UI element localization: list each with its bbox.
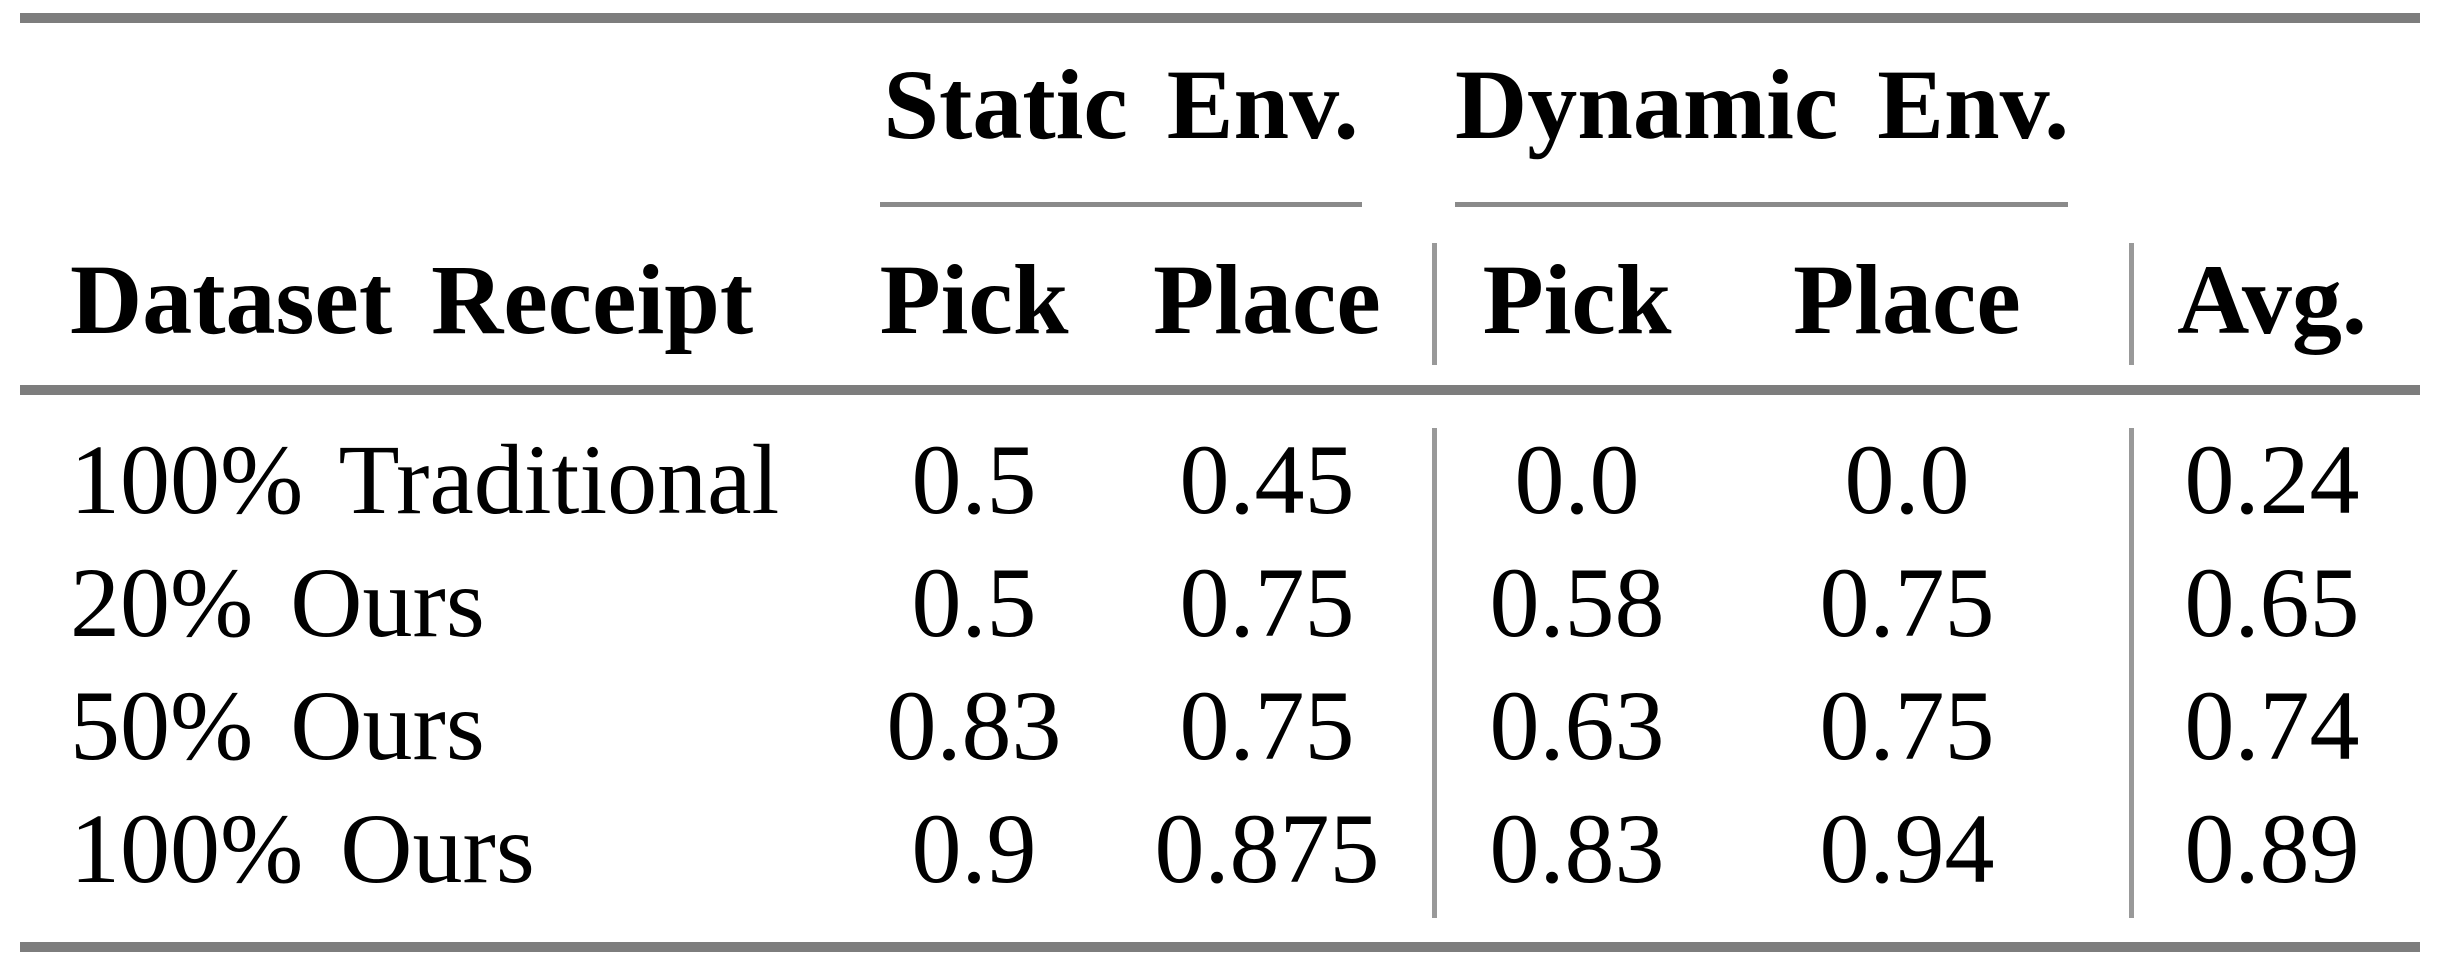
cell-static-place: 0.875 [1154, 793, 1380, 904]
vertical-separator-static-dynamic [1432, 428, 1437, 918]
cell-dynamic-place: 0.94 [1819, 793, 1995, 904]
table-row: 100% Traditional 0.5 0.45 0.0 0.0 0.24 [0, 418, 2440, 541]
row-label: 20% Ours [70, 547, 485, 658]
cell-dynamic-place: 0.0 [1844, 424, 1970, 535]
cell-static-pick: 0.83 [886, 670, 1062, 781]
cell-dynamic-place: 0.75 [1819, 547, 1995, 658]
table-row: 100% Ours 0.9 0.875 0.83 0.94 0.89 [0, 787, 2440, 910]
column-header-dataset-receipt: Dataset Receipt [70, 244, 754, 355]
cell-avg: 0.24 [2184, 424, 2360, 535]
static-env-underline [880, 202, 1362, 207]
cell-static-pick: 0.5 [911, 547, 1037, 658]
cell-static-place: 0.75 [1179, 670, 1355, 781]
vertical-separator-dynamic-avg [2129, 243, 2134, 365]
cell-static-pick: 0.9 [911, 793, 1037, 904]
group-header-static-env: Static Env. [883, 49, 1359, 160]
cell-dynamic-pick: 0.58 [1489, 547, 1665, 658]
row-label: 100% Traditional [70, 424, 780, 535]
cell-avg: 0.74 [2184, 670, 2360, 781]
table-mid-rule [20, 385, 2420, 395]
cell-dynamic-place: 0.75 [1819, 670, 1995, 781]
cell-avg: 0.65 [2184, 547, 2360, 658]
table-bottom-rule [20, 942, 2420, 952]
column-header-dynamic-pick: Pick [1482, 244, 1672, 355]
column-header-dynamic-place: Place [1793, 244, 2021, 355]
column-header-static-place: Place [1153, 244, 1381, 355]
vertical-separator-static-dynamic [1432, 243, 1437, 365]
row-label: 100% Ours [70, 793, 535, 904]
column-header-static-pick: Pick [879, 244, 1069, 355]
cell-avg: 0.89 [2184, 793, 2360, 904]
vertical-separator-dynamic-avg [2129, 428, 2134, 918]
column-header-avg: Avg. [2177, 244, 2367, 355]
row-label: 50% Ours [70, 670, 485, 781]
table-row: 50% Ours 0.83 0.75 0.63 0.75 0.74 [0, 664, 2440, 787]
group-header-dynamic-env: Dynamic Env. [1455, 49, 2070, 160]
table-top-rule [20, 13, 2420, 23]
cell-static-place: 0.45 [1179, 424, 1355, 535]
table-row: 20% Ours 0.5 0.75 0.58 0.75 0.65 [0, 541, 2440, 664]
cell-static-place: 0.75 [1179, 547, 1355, 658]
cell-dynamic-pick: 0.83 [1489, 793, 1665, 904]
dynamic-env-underline [1455, 202, 2068, 207]
cell-dynamic-pick: 0.63 [1489, 670, 1665, 781]
cell-static-pick: 0.5 [911, 424, 1037, 535]
cell-dynamic-pick: 0.0 [1514, 424, 1640, 535]
